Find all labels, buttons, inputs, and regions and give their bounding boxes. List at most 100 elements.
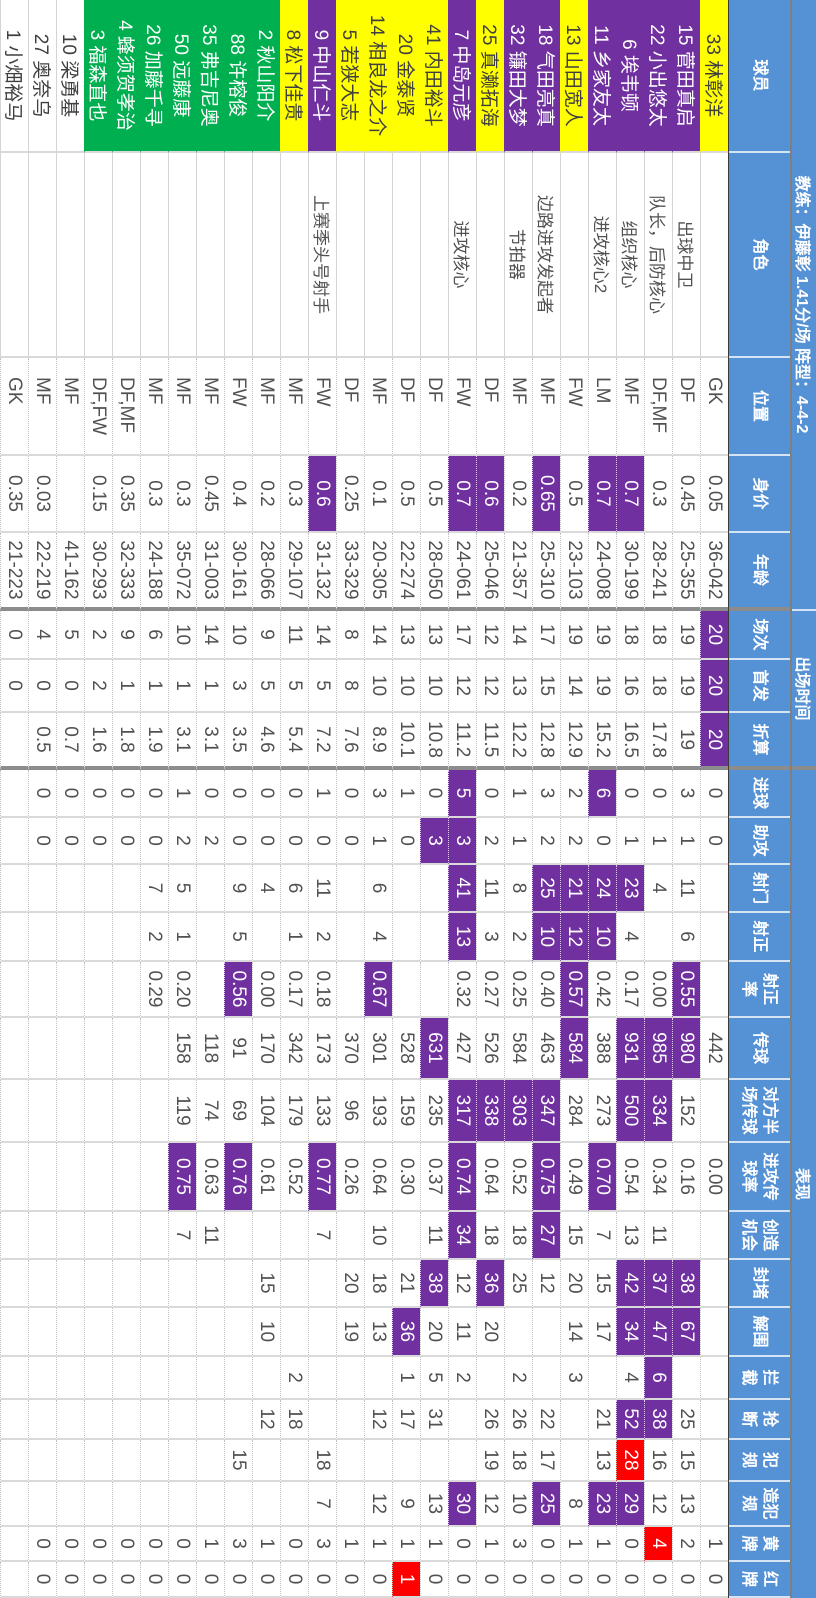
- cell-assists: 0: [308, 818, 336, 865]
- cell-shot-accuracy: 0.00: [644, 962, 672, 1018]
- cell-fouled: [252, 1482, 280, 1527]
- cell-fouled: [28, 1482, 56, 1527]
- player-name: 27 奥奈乌: [28, 0, 56, 153]
- cell-starts: 8: [336, 660, 364, 713]
- cell-position: FW: [560, 358, 588, 456]
- cell-yellow-cards: 0: [28, 1527, 56, 1562]
- cell-blocks: 38: [672, 1260, 700, 1308]
- cell-fouls: [364, 1440, 392, 1482]
- cell-clearances: [532, 1308, 560, 1357]
- cell-attacking-pass-rate: [28, 1143, 56, 1212]
- player-name: 13 山田宽人: [560, 0, 588, 153]
- cell-role: [224, 153, 252, 358]
- cell-fouls: 13: [588, 1440, 616, 1482]
- cell-starts: 3: [224, 660, 252, 713]
- cell-shot-accuracy: 0.32: [448, 962, 476, 1018]
- cell-assists: 0: [140, 818, 168, 865]
- cell-passes: 427: [448, 1018, 476, 1080]
- cell-red-cards: 0: [280, 1562, 308, 1598]
- cell-starts: 12: [476, 660, 504, 713]
- cell-attacking-pass-rate: 0.52: [280, 1143, 308, 1212]
- cell-age: 28-241: [644, 533, 672, 611]
- cell-fouls: [0, 1440, 28, 1482]
- cell-blocks: 21: [392, 1260, 420, 1308]
- cell-tackles: [308, 1400, 336, 1440]
- cell-fouls: 19: [476, 1440, 504, 1482]
- cell-tackles: [224, 1400, 252, 1440]
- cell-equivalent: 5.4: [280, 713, 308, 770]
- cell-assists: 0: [588, 818, 616, 865]
- cell-yellow-cards: 1: [364, 1527, 392, 1562]
- player-name: 4 蜂须贺孝治: [112, 0, 140, 153]
- cell-fouls: [84, 1440, 112, 1482]
- cell-shot-accuracy: [196, 962, 224, 1018]
- cell-assists: 1: [616, 818, 644, 865]
- cell-equivalent: 17.8: [644, 713, 672, 770]
- cell-shots: 25: [532, 865, 560, 913]
- column-header-position: 位置: [729, 358, 790, 456]
- cell-position: DF: [420, 358, 448, 456]
- player-name: 41 内田裕斗: [420, 0, 448, 153]
- cell-fouled: 12: [644, 1482, 672, 1527]
- column-header-text: 身价: [751, 477, 768, 510]
- cell-opp-half-passes: [28, 1080, 56, 1143]
- cell-position: MF: [140, 358, 168, 456]
- table-row: 88 许榕俊 FW 0.4 30-161 10 3 3.5 0 0 9 5 0.56 91 69 0.76 1…: [224, 0, 252, 1598]
- column-header-player: 球员: [729, 0, 790, 153]
- cell-fouled: 8: [560, 1482, 588, 1527]
- cell-value: 0.15: [84, 456, 112, 533]
- cell-value: 0.45: [196, 456, 224, 533]
- cell-fouls: 16: [644, 1440, 672, 1482]
- cell-shots-on-target: [112, 913, 140, 962]
- cell-role: [112, 153, 140, 358]
- cell-attacking-pass-rate: 0.49: [560, 1143, 588, 1212]
- cell-fouls: 15: [224, 1440, 252, 1482]
- cell-shots-on-target: 1: [168, 913, 196, 962]
- cell-shot-accuracy: 0.55: [672, 962, 700, 1018]
- cell-shots-on-target: [0, 913, 28, 962]
- column-header-row: 球员 角色 位置 身价 年龄 场次 首发 折算 进球 助攻 射门 射正 射正率传球 对方半 场传球 进攻传 球率…: [728, 0, 790, 1598]
- cell-interceptions: [700, 1357, 728, 1400]
- cell-appearances: 2: [84, 611, 112, 660]
- cell-fouled: [196, 1482, 224, 1527]
- cell-shots: 11: [672, 865, 700, 913]
- cell-attacking-pass-rate: 0.26: [336, 1143, 364, 1212]
- cell-fouled: [700, 1482, 728, 1527]
- cell-yellow-cards: 0: [140, 1527, 168, 1562]
- cell-role: 组织核心: [616, 153, 644, 358]
- cell-age: 29-107: [280, 533, 308, 611]
- cell-shots-on-target: [84, 913, 112, 962]
- cell-yellow-cards: 0: [112, 1527, 140, 1562]
- cell-tackles: 12: [364, 1400, 392, 1440]
- group-header-appearances: 出场时间: [792, 611, 816, 770]
- column-header-value: 身价: [729, 456, 790, 533]
- cell-appearances: 10: [168, 611, 196, 660]
- cell-assists: 2: [532, 818, 560, 865]
- column-header-text: 黄: [761, 1535, 779, 1552]
- cell-fouled: 23: [588, 1482, 616, 1527]
- cell-age: 33-329: [336, 533, 364, 611]
- cell-position: DF: [392, 358, 420, 456]
- cell-assists: 2: [196, 818, 224, 865]
- cell-red-cards: 0: [28, 1562, 56, 1598]
- cell-goals: 2: [560, 770, 588, 818]
- cell-equivalent: 12.2: [504, 713, 532, 770]
- cell-position: DF,MF: [112, 358, 140, 456]
- cell-goals: 3: [364, 770, 392, 818]
- cell-starts: 5: [308, 660, 336, 713]
- cell-chances-created: 13: [616, 1212, 644, 1260]
- cell-interceptions: [28, 1357, 56, 1400]
- cell-appearances: 13: [420, 611, 448, 660]
- cell-passes: 91: [224, 1018, 252, 1080]
- cell-red-cards: 0: [504, 1562, 532, 1598]
- cell-position: GK: [700, 358, 728, 456]
- cell-fouls: [280, 1440, 308, 1482]
- cell-interceptions: [364, 1357, 392, 1400]
- cell-red-cards: 0: [336, 1562, 364, 1598]
- cell-fouled: [112, 1482, 140, 1527]
- cell-chances-created: [336, 1212, 364, 1260]
- cell-shots: 11: [476, 865, 504, 913]
- cell-clearances: [224, 1308, 252, 1357]
- cell-goals: 0: [616, 770, 644, 818]
- cell-starts: 10: [364, 660, 392, 713]
